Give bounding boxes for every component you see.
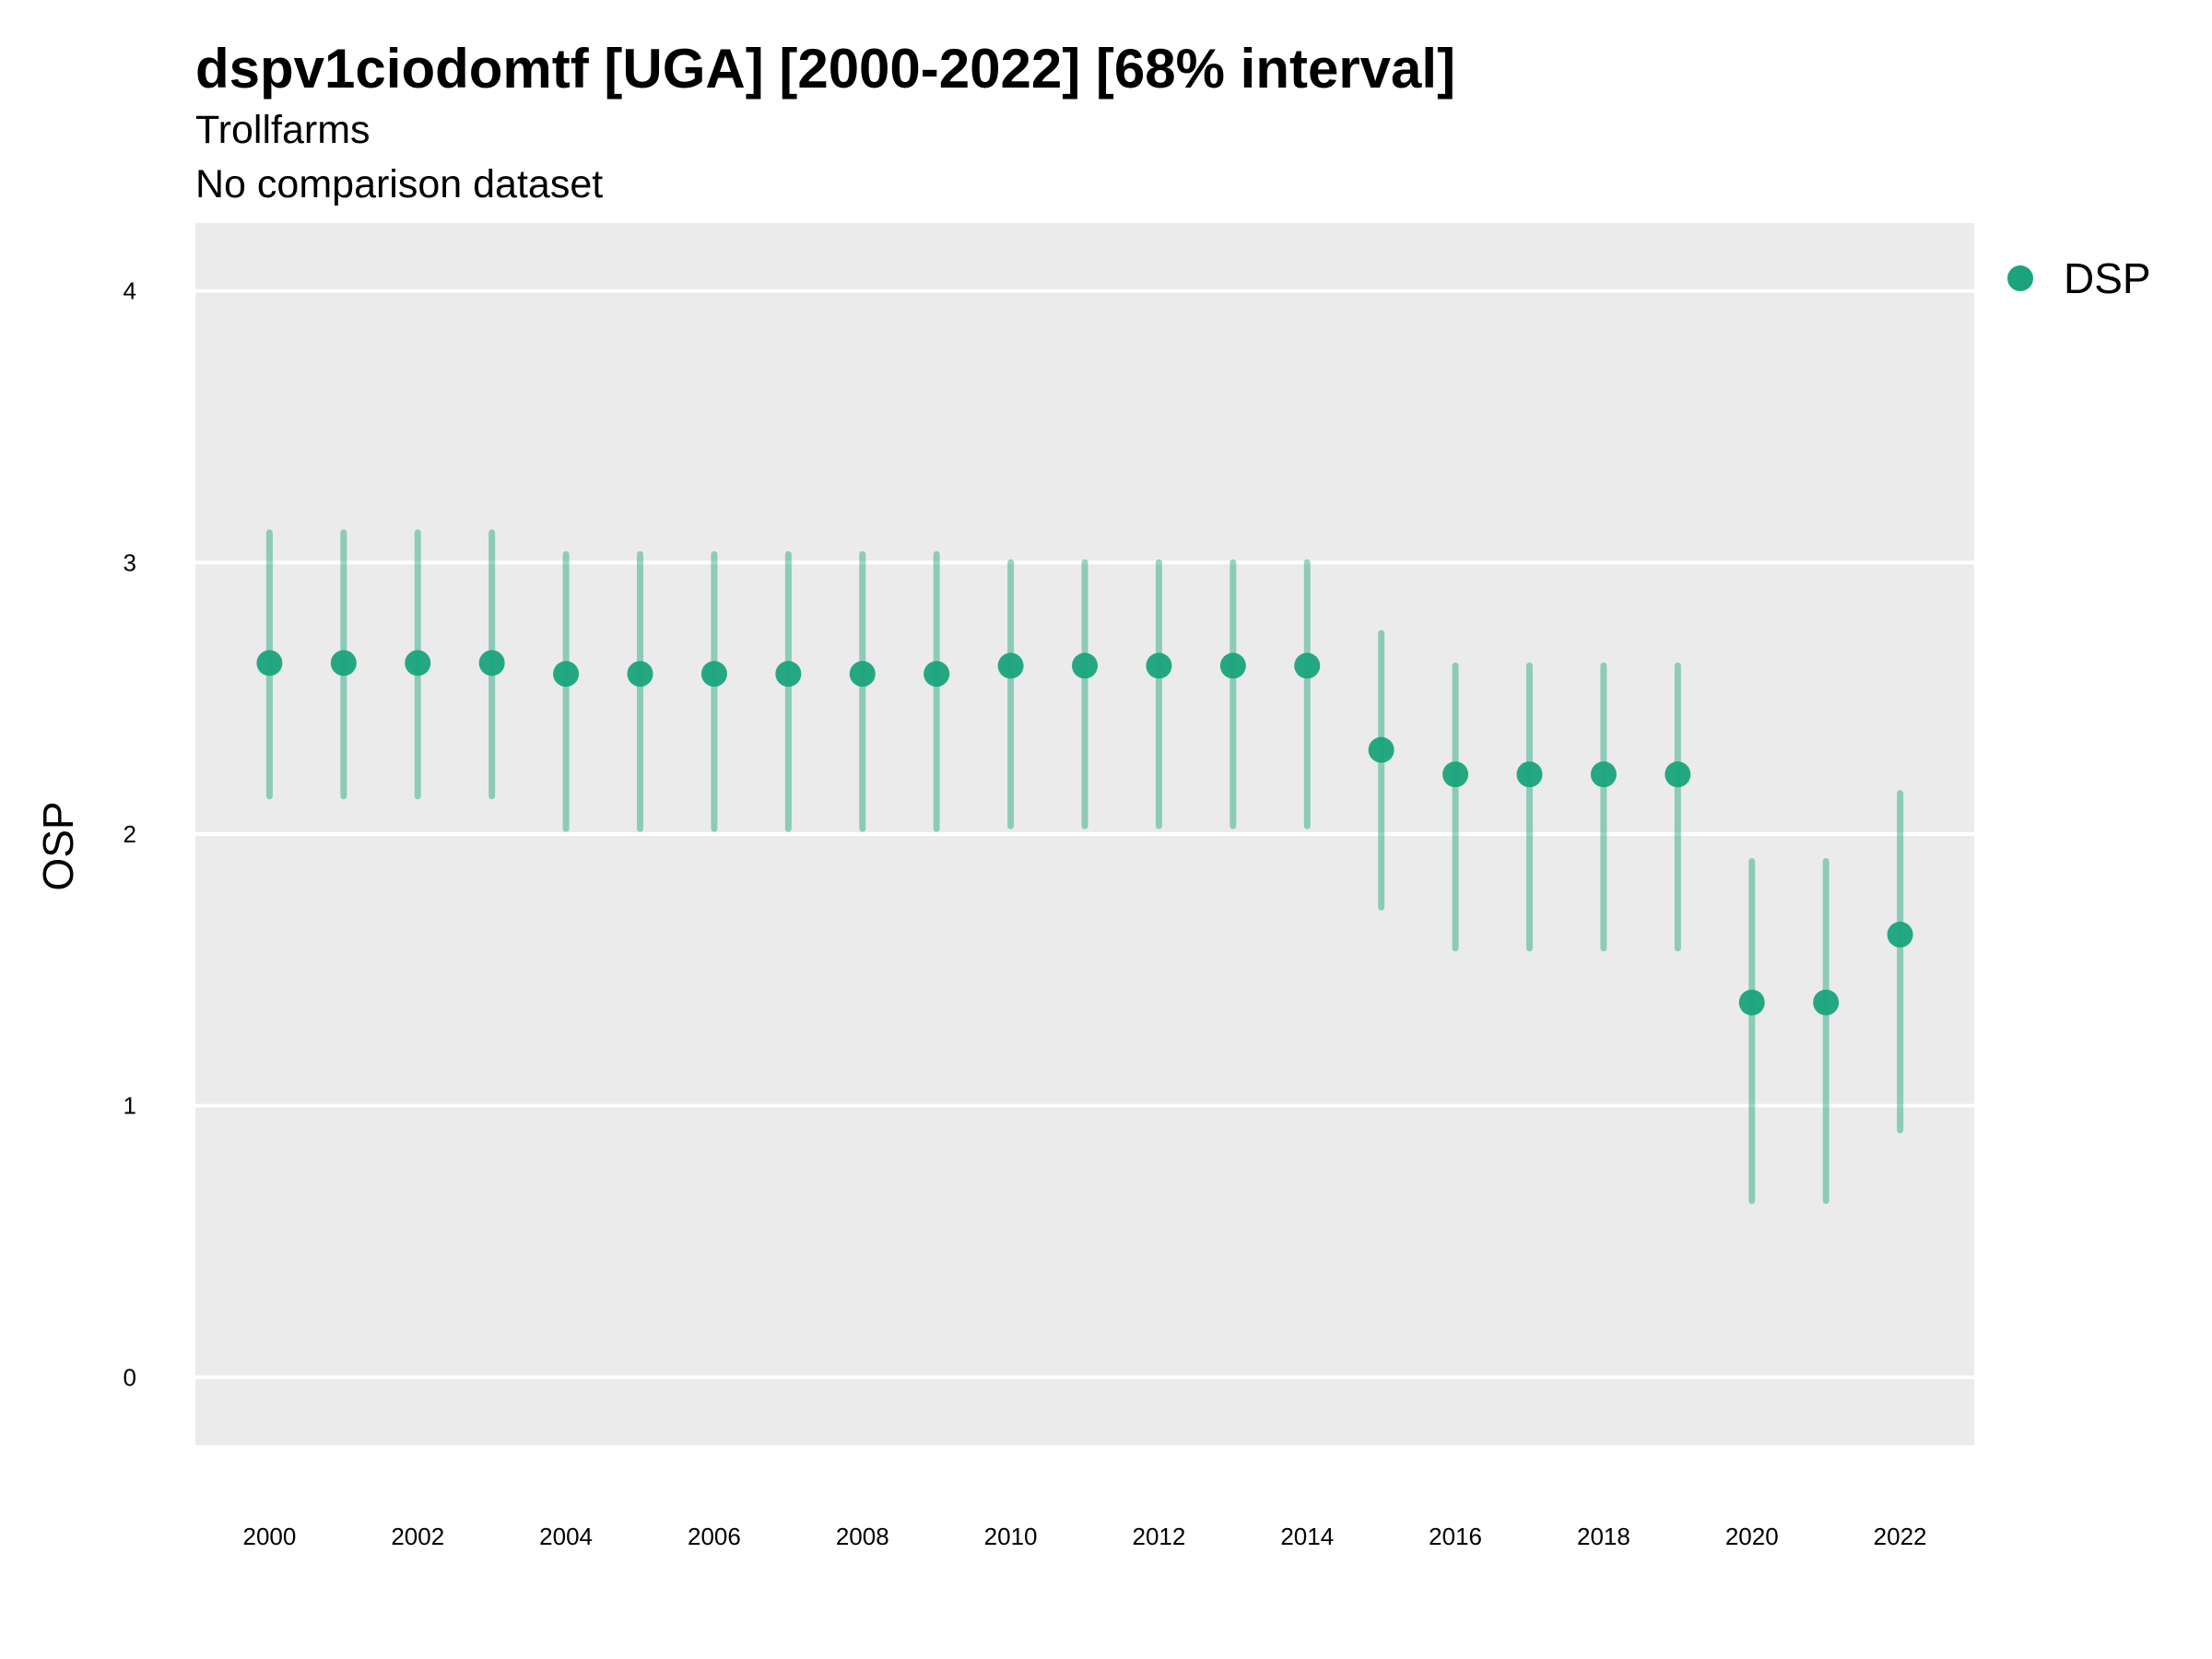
data-point: [775, 661, 802, 688]
data-point: [330, 650, 357, 677]
data-point: [405, 650, 431, 677]
data-points: [256, 650, 1913, 1016]
data-point: [256, 650, 283, 677]
data-point: [627, 661, 653, 688]
x-tick-label: 2006: [688, 1523, 741, 1550]
x-tick-label: 2020: [1725, 1523, 1779, 1550]
y-tick-label: 1: [124, 1092, 136, 1120]
x-axis-ticks: 2000 2002 2004 2006 2008 2010 2012 2014 2016 2018…: [242, 1523, 1926, 1550]
x-tick-label: 2018: [1577, 1523, 1630, 1550]
data-point: [700, 661, 727, 688]
data-point: [1146, 653, 1172, 679]
data-point: [1887, 922, 1913, 948]
grid-lines: [195, 288, 1974, 1380]
x-tick-label: 2010: [984, 1523, 1038, 1550]
x-tick-label: 2002: [391, 1523, 444, 1550]
data-point: [553, 661, 580, 688]
data-point: [997, 653, 1024, 679]
legend: DSP: [2007, 254, 2151, 302]
y-tick-label: 0: [124, 1363, 136, 1391]
x-tick-label: 2016: [1429, 1523, 1482, 1550]
data-point: [478, 650, 505, 677]
y-axis-title: OSP: [34, 801, 82, 890]
y-axis-ticks: 0 1 2 3 4: [124, 277, 136, 1392]
x-tick-label: 2022: [1874, 1523, 1927, 1550]
y-tick-label: 4: [124, 277, 136, 305]
chart-title: dspv1ciodomtf [UGA] [2000-2022] [68% int…: [195, 38, 1455, 100]
legend-label-dsp: DSP: [2064, 254, 2151, 302]
y-tick-label: 3: [124, 548, 136, 576]
data-point: [1442, 761, 1469, 788]
chart-subtitle-secondary: No comparison dataset: [195, 162, 603, 206]
interval-bars: [265, 529, 1904, 1205]
data-point: [1368, 736, 1394, 763]
x-tick-label: 2012: [1132, 1523, 1185, 1550]
data-point: [1294, 653, 1321, 679]
x-tick-label: 2000: [242, 1523, 296, 1550]
data-point: [1219, 653, 1246, 679]
data-point: [1072, 653, 1098, 679]
data-point: [849, 661, 876, 688]
x-tick-label: 2004: [539, 1523, 593, 1550]
data-point: [1738, 989, 1765, 1016]
chart-subtitle: Trollfarms: [195, 108, 371, 152]
x-tick-label: 2014: [1280, 1523, 1334, 1550]
data-point: [924, 661, 950, 688]
data-point: [1516, 761, 1543, 788]
y-tick-label: 2: [124, 820, 136, 848]
legend-swatch-dsp: [2007, 265, 2033, 291]
data-point: [1813, 989, 1840, 1016]
data-point: [1665, 761, 1691, 788]
data-point: [1590, 761, 1617, 788]
x-tick-label: 2008: [836, 1523, 889, 1550]
